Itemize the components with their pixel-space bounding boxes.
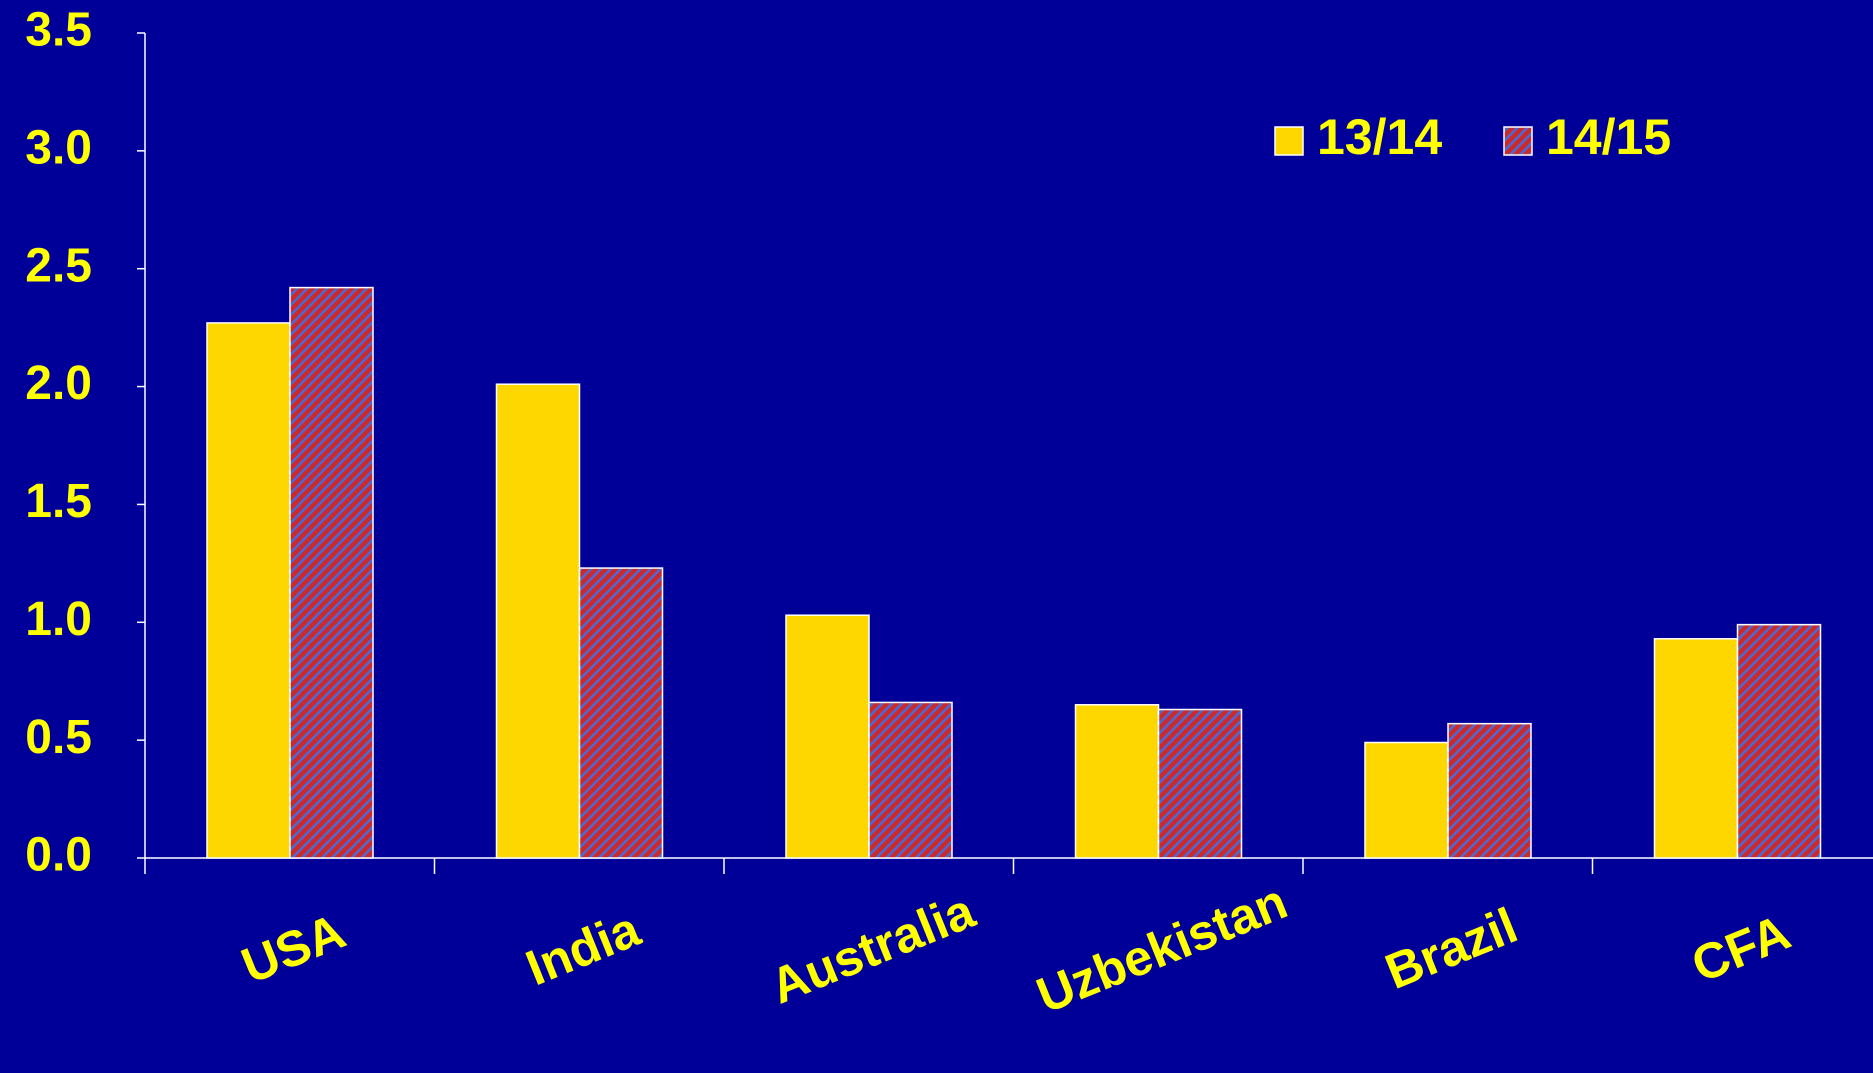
y-tick-label: 1.5	[25, 475, 92, 528]
bar	[1447, 722, 1532, 859]
legend-label: 13/14	[1317, 109, 1442, 165]
legend-swatch	[1503, 126, 1533, 156]
bar	[1157, 708, 1243, 859]
y-tick-label: 0.0	[25, 829, 92, 882]
bar	[785, 614, 870, 859]
y-tick-label: 0.5	[25, 711, 92, 764]
y-tick-label: 2.0	[25, 357, 92, 410]
bar	[578, 567, 664, 859]
y-tick-label: 2.5	[25, 239, 92, 292]
bar	[1364, 741, 1449, 859]
y-tick-label: 1.0	[25, 593, 92, 646]
y-tick-label: 3.0	[25, 122, 92, 175]
bar	[289, 286, 374, 859]
legend-label: 14/15	[1546, 109, 1671, 165]
bar	[206, 322, 291, 859]
bar	[495, 383, 581, 859]
bar	[868, 701, 953, 859]
bar	[1736, 623, 1822, 859]
legend-swatch	[1274, 126, 1304, 156]
bar	[1074, 704, 1160, 859]
y-tick-label: 3.5	[25, 4, 92, 57]
bar	[1653, 638, 1739, 859]
